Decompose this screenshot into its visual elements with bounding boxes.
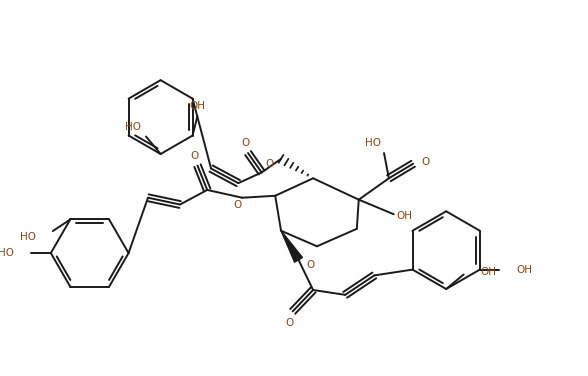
Text: HO: HO bbox=[365, 138, 381, 148]
Text: HO: HO bbox=[0, 248, 14, 258]
Text: OH: OH bbox=[189, 102, 205, 111]
Text: O: O bbox=[233, 200, 242, 211]
Polygon shape bbox=[281, 231, 302, 262]
Text: O: O bbox=[191, 151, 199, 161]
Text: O: O bbox=[241, 138, 249, 148]
Text: O: O bbox=[265, 159, 273, 169]
Text: O: O bbox=[306, 260, 315, 270]
Text: HO: HO bbox=[20, 232, 36, 242]
Text: O: O bbox=[421, 157, 429, 167]
Text: OH: OH bbox=[517, 265, 533, 274]
Text: O: O bbox=[286, 318, 294, 328]
Text: OH: OH bbox=[397, 211, 413, 221]
Text: OH: OH bbox=[480, 267, 496, 276]
Text: HO: HO bbox=[125, 122, 141, 132]
